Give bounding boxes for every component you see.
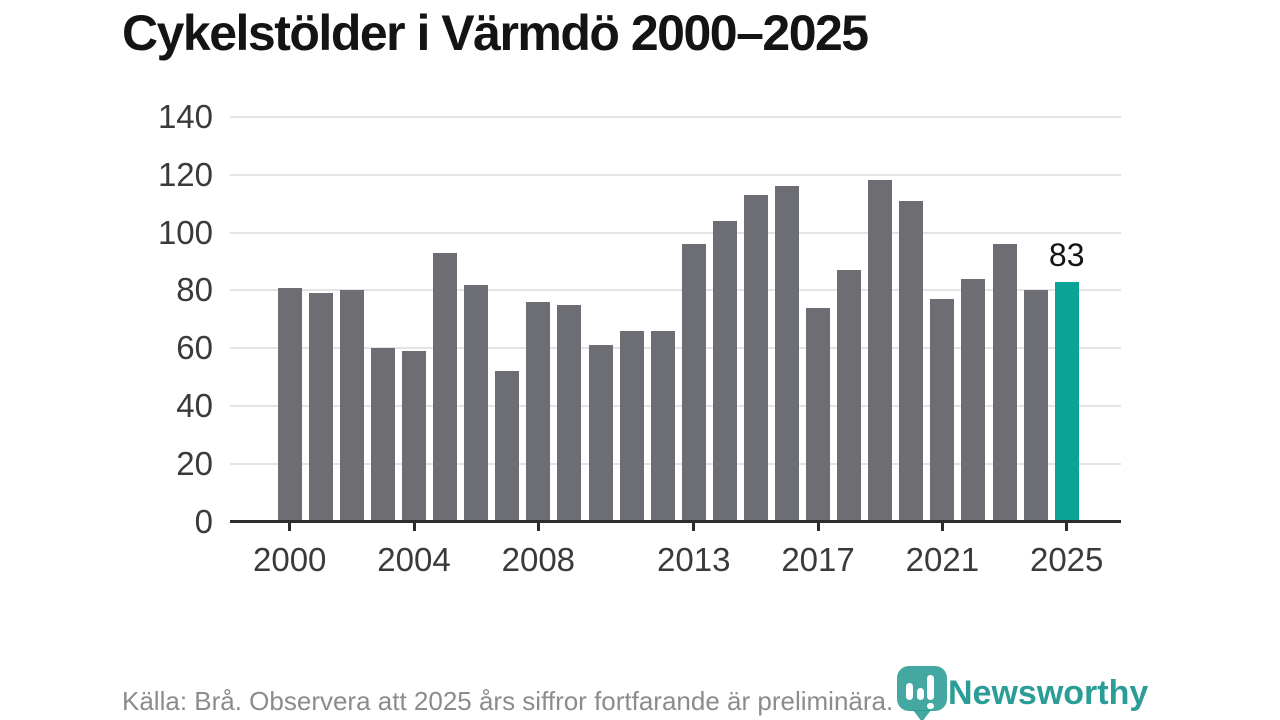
y-axis-label-140: 140 <box>157 97 213 135</box>
gridline-100 <box>230 231 1121 234</box>
gridline-20 <box>230 463 1121 466</box>
x-axis-line <box>230 520 1121 523</box>
newsworthy-logo: Newsworthy <box>897 666 1167 720</box>
bar-2024 <box>1023 290 1048 522</box>
bar-2009 <box>557 305 582 522</box>
x-axis-label-2021: 2021 <box>905 541 980 578</box>
newsworthy-logo-text: Newsworthy <box>948 674 1149 712</box>
chart-title: Cykelstölder i Värmdö 2000–2025 <box>122 5 869 61</box>
bar-2018 <box>837 270 862 522</box>
gridline-60 <box>230 347 1121 350</box>
y-axis-label-120: 120 <box>157 155 213 193</box>
bar-value-label: 83 <box>1048 237 1085 273</box>
bar-2021 <box>930 299 955 522</box>
bar-2004 <box>402 351 427 522</box>
x-axis-tick-2025 <box>1065 522 1069 531</box>
gridline-40 <box>230 405 1121 408</box>
x-axis-tick-2013 <box>692 522 696 531</box>
bar-2017 <box>806 308 831 522</box>
gridline-140 <box>230 115 1121 118</box>
x-axis-tick-2021 <box>940 522 944 531</box>
x-axis-label-2013: 2013 <box>657 541 731 578</box>
bar-2003 <box>370 348 395 522</box>
badge-dot-icon <box>927 703 934 709</box>
x-axis-label-2000: 2000 <box>252 541 327 578</box>
x-axis-label-2008: 2008 <box>501 541 576 578</box>
bar-2016 <box>774 186 799 522</box>
bar-2010 <box>588 345 613 522</box>
bar-2023 <box>992 244 1017 522</box>
gridline-120 <box>230 173 1121 176</box>
y-axis-label-80: 80 <box>176 271 213 309</box>
bar-2025 <box>1054 282 1079 522</box>
gridline-80 <box>230 289 1121 292</box>
y-axis-label-40: 40 <box>176 387 213 425</box>
bar-2000 <box>277 288 302 522</box>
y-axis-label-0: 0 <box>194 503 213 540</box>
plot-area: 0 20 40 60 80 100 120 140 2000 2004 2008 2013 2017 20… <box>158 98 1121 578</box>
bar-2020 <box>899 201 924 522</box>
bar-2006 <box>464 285 489 522</box>
badge-bar-icon <box>906 683 913 700</box>
badge-bar-icon <box>916 688 924 700</box>
badge-tail-icon <box>913 710 931 720</box>
bar-2001 <box>308 293 333 522</box>
bar-2008 <box>526 302 551 522</box>
bar-2019 <box>868 180 893 522</box>
x-axis-tick-2000 <box>288 522 292 531</box>
bar-2013 <box>681 244 706 522</box>
x-axis-tick-2017 <box>816 522 820 531</box>
source-note: Källa: Brå. Observera att 2025 års siffr… <box>122 686 894 716</box>
y-axis-label-20: 20 <box>176 445 213 483</box>
bar-2015 <box>743 195 768 522</box>
x-axis-label-2017: 2017 <box>781 541 855 578</box>
y-axis-label-60: 60 <box>176 329 213 367</box>
y-axis-label-100: 100 <box>157 213 213 251</box>
bar-2002 <box>339 290 364 522</box>
x-axis-tick-2004 <box>412 522 416 531</box>
x-axis-label-2025: 2025 <box>1029 541 1104 578</box>
bar-2005 <box>433 253 458 522</box>
x-axis-label-2004: 2004 <box>377 541 451 578</box>
x-axis-tick-2008 <box>536 522 540 531</box>
badge-bar-icon <box>927 675 934 700</box>
bar-2022 <box>961 279 986 522</box>
bar-2011 <box>619 331 644 522</box>
bar-2012 <box>650 331 675 522</box>
bar-2007 <box>495 371 520 522</box>
bar-2014 <box>712 221 737 522</box>
newsworthy-badge-icon <box>897 666 947 711</box>
